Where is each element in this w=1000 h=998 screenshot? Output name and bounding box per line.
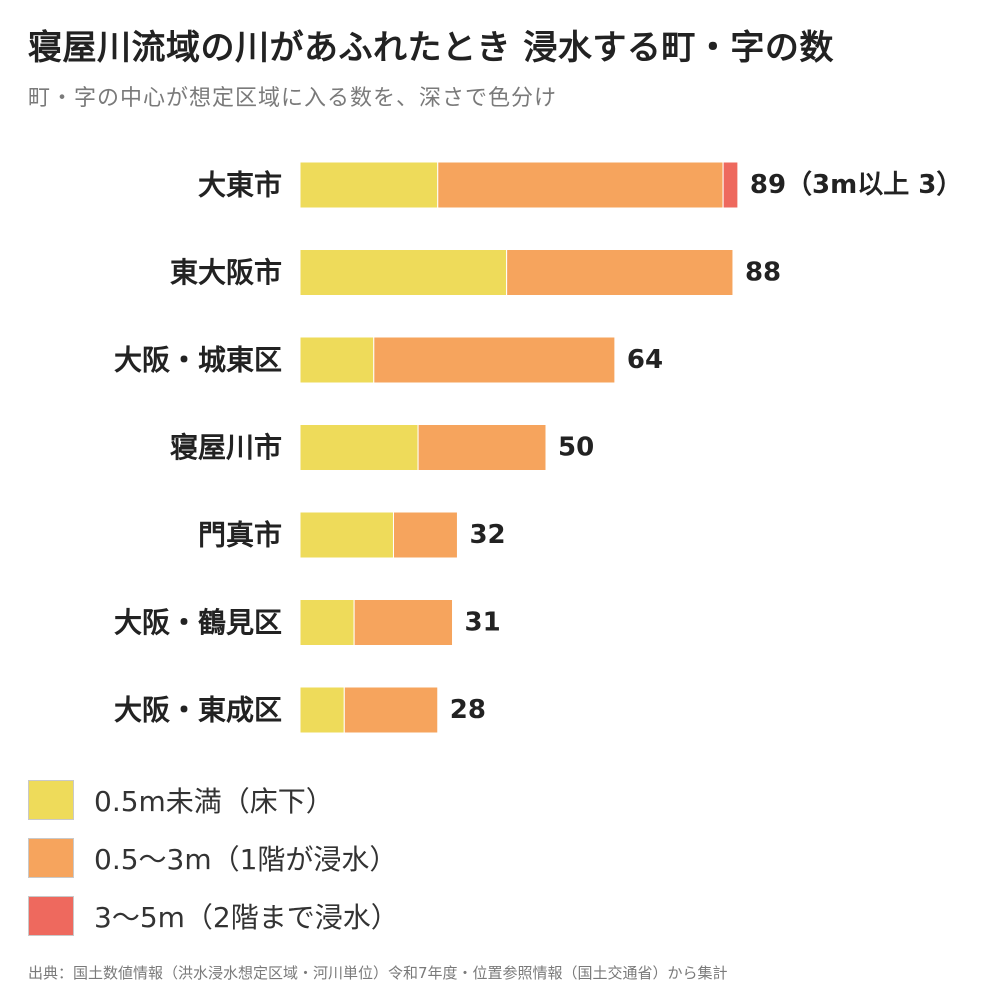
bar-segment-row-6-series-1: [299, 599, 355, 646]
value-label-row-6: 31: [465, 608, 501, 638]
value-label-row-3: 64: [627, 345, 663, 375]
bar-segment-row-4-series-1: [299, 424, 419, 471]
bar-segment-row-5-series-1: [299, 511, 394, 559]
category-label-row-7: 大阪・東成区: [114, 694, 282, 727]
bar-segment-row-7-series-1: [299, 686, 345, 734]
value-label-row-5: 32: [469, 520, 505, 550]
legend-swatch-shallow: [28, 780, 74, 820]
legend-item-medium: 0.5〜3m（1階が浸水）: [28, 836, 399, 880]
bar-segment-row-2-series-2: [506, 249, 734, 296]
legend: 0.5m未満（床下） 0.5〜3m（1階が浸水） 3〜5m（2階まで浸水）: [28, 778, 399, 952]
category-label-row-5: 門真市: [198, 519, 282, 552]
legend-item-deep: 3〜5m（2階まで浸水）: [28, 894, 399, 938]
bar-segment-row-5-series-2: [392, 511, 458, 559]
legend-swatch-medium: [28, 838, 74, 878]
category-label-row-2: 東大阪市: [170, 256, 282, 289]
category-label-row-6: 大阪・鶴見区: [114, 606, 282, 639]
value-label-row-1: 89（3m以上 3）: [750, 170, 963, 200]
bar-segment-row-2-series-1: [299, 249, 508, 296]
legend-label-medium: 0.5〜3m（1階が浸水）: [94, 843, 398, 876]
category-label-row-3: 大阪・城東区: [114, 344, 282, 377]
category-label-row-4: 寝屋川市: [170, 431, 282, 464]
legend-swatch-deep: [28, 896, 74, 936]
bar-segment-row-3-series-2: [373, 336, 616, 384]
legend-item-shallow: 0.5m未満（床下）: [28, 778, 399, 822]
bar-segment-row-6-series-2: [353, 599, 454, 646]
stacked-bar-chart: 大東市 89（3m以上 3） 東大阪市 88 大阪・城東区 64 寝屋川市 50 門真市 32 大阪…: [114, 161, 963, 734]
bar-segment-row-1-series-1: [299, 161, 439, 209]
chart-title: 寝屋川流域の川があふれたとき 浸水する町・字の数: [28, 28, 834, 68]
legend-label-deep: 3〜5m（2階まで浸水）: [94, 901, 399, 934]
bar-segment-row-1-series-3: [722, 161, 739, 209]
bar-segment-row-3-series-1: [299, 336, 375, 384]
source-note: 出典：国土数値情報（洪水浸水想定区域・河川単位）令和7年度・位置参照情報（国土交…: [28, 964, 728, 982]
legend-label-shallow: 0.5m未満（床下）: [94, 785, 334, 818]
bar-segment-row-7-series-2: [343, 686, 439, 734]
category-label-row-1: 大東市: [198, 169, 282, 202]
bar-segment-row-1-series-2: [437, 161, 724, 209]
value-label-row-7: 28: [450, 695, 486, 725]
value-label-row-2: 88: [745, 258, 781, 288]
bar-segment-row-4-series-2: [417, 424, 547, 471]
value-label-row-4: 50: [558, 433, 594, 463]
chart-subtitle: 町・字の中心が想定区域に入る数を、深さで色分け: [28, 86, 558, 111]
